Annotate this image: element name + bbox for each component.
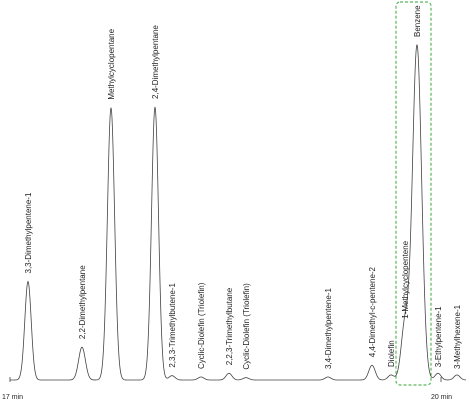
peak-label: 3,3-Dimethylpentene-1: [24, 192, 33, 273]
peak-label: Cyclic-Diolefin (Triolefin): [197, 282, 206, 369]
chromatogram-trace: [10, 44, 467, 381]
x-start-label: 17 min: [2, 394, 23, 401]
peak-label: 2,4-Dimethylpentane: [151, 25, 160, 99]
peak-label: 3-Methylhexene-1: [453, 304, 462, 369]
benzene-highlight-box: [395, 1, 432, 386]
peak-label: Methylcyclopentane: [107, 28, 116, 99]
peak-label: 3,4-Dimethylpentene-1: [324, 288, 333, 369]
peak-label: 1-Methylcyclopentene: [401, 240, 410, 318]
peak-label: 4,4-Dimethyl-c-pentene-2: [368, 266, 377, 357]
peak-label: 3-Ethylpentene-1: [434, 306, 443, 367]
peak-label: 2,3,3-Trimethylbutene-1: [168, 282, 177, 367]
peak-labels: 3,3-Dimethylpentene-1 2,2-Dimethylpentane…: [24, 5, 462, 370]
peak-label: 2,2-Dimethylpentane: [78, 265, 87, 339]
peak-label: Diolefin: [387, 340, 396, 367]
x-end-label: 20 min: [431, 394, 452, 401]
peak-label: Cyclic-Diolefin (Triolefin): [242, 283, 251, 370]
peak-label: 2,2,3-Trimethylbutane: [225, 287, 234, 365]
peak-label: Benzene: [413, 5, 422, 37]
